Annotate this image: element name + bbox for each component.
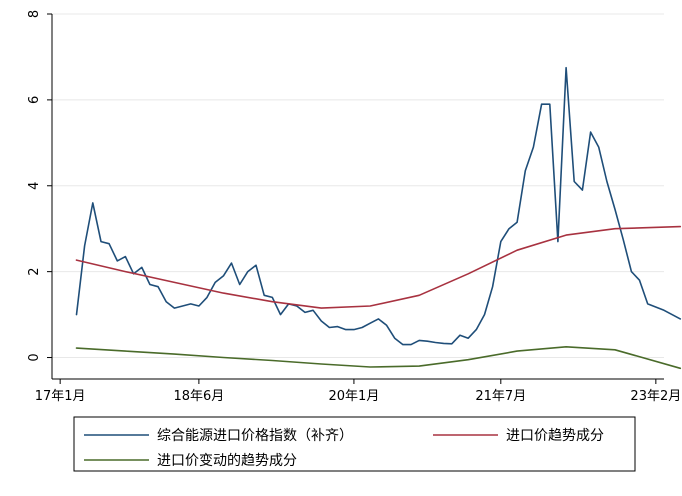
y-tick-label-0: 0 [27, 353, 42, 361]
x-tick-label-0: 17年1月 [35, 389, 86, 404]
legend-label-1: 进口价趋势成分 [506, 428, 604, 444]
axes: 0 2 4 6 8 17年1月 18年6月 20年1月 21年7月 23年2月 [27, 10, 681, 404]
grid-lines [52, 13, 664, 359]
series-line-1 [75, 225, 682, 309]
y-tick-label-1: 2 [27, 268, 42, 276]
x-tick-label-3: 21年7月 [475, 389, 526, 404]
y-tick-label-2: 4 [27, 182, 42, 190]
series-line-0 [75, 66, 682, 346]
x-tick-label-1: 18年6月 [173, 389, 224, 404]
x-tick-label-4: 23年2月 [630, 389, 681, 404]
y-tick-label-3: 6 [27, 96, 42, 104]
series-line-2 [75, 346, 682, 370]
legend-label-0: 综合能源进口价格指数（补齐） [157, 428, 353, 444]
x-tick-label-2: 20年1月 [329, 389, 380, 404]
y-tick-label-4: 8 [27, 10, 42, 18]
legend-label-2: 进口价变动的趋势成分 [157, 453, 297, 469]
legend-box [73, 416, 636, 472]
series-layer [75, 66, 682, 370]
